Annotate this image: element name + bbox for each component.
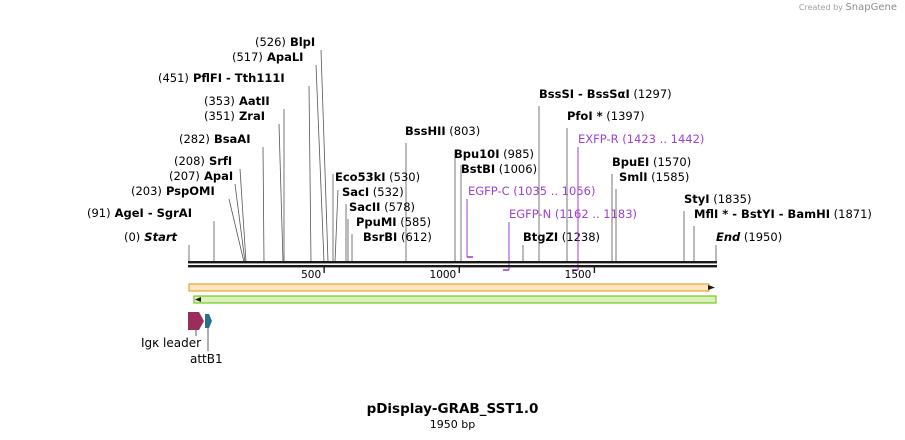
site-zrai-4: (351) ZraI xyxy=(204,109,284,263)
site-bsaai-5: (282) BsaAI xyxy=(179,132,265,263)
scale-ticks: 500 1000 1500 xyxy=(301,267,596,281)
site-label: (351) ZraI xyxy=(204,109,265,123)
backbone-bottom-strand xyxy=(188,265,717,268)
site-label: (451) PflFI - Tth111I xyxy=(158,71,285,85)
site-label: BssSI - BssSαI (1297) xyxy=(539,87,672,101)
site-label: BssHII (803) xyxy=(405,124,480,138)
site-bpu10i-17: Bpu10I (985) xyxy=(454,147,534,262)
tick-500: 500 xyxy=(301,267,325,281)
site-label: MflI * - BstYI - BamHI (1871) xyxy=(694,207,872,221)
site-leader-line xyxy=(234,183,246,263)
site-leader-line xyxy=(308,85,312,263)
site-leader-line xyxy=(239,168,247,263)
tick-1500: 1500 xyxy=(565,267,596,281)
feature-label-igk-leader: Igκ leader xyxy=(141,336,201,350)
primer-egfp-c: EGFP-C (1035 .. 1056) xyxy=(466,184,595,258)
primer-label: EXFP-R (1423 .. 1442) xyxy=(578,132,704,146)
site-label: (353) AatII xyxy=(204,94,270,108)
tick-label: 1500 xyxy=(565,269,592,281)
site-label: (207) ApaI xyxy=(169,169,233,183)
site-label: BtgZI (1238) xyxy=(523,230,600,244)
site-leader-line xyxy=(278,123,284,263)
snapgene-logo: SnapGene xyxy=(845,2,897,13)
site-label: SacII (578) xyxy=(349,200,415,214)
site-sacii-14: SacII (578) xyxy=(345,200,415,262)
site-leader-line xyxy=(320,49,329,263)
site-pspomi-8: (203) PspOMI xyxy=(131,184,245,263)
feature-label-attb1: attB1 xyxy=(190,352,223,366)
site-label: SmlI (1585) xyxy=(619,170,689,184)
primer-label: EGFP-N (1162 .. 1183) xyxy=(509,207,637,221)
tick-label: 500 xyxy=(301,269,321,281)
primer-egfp-n: EGFP-N (1162 .. 1183) xyxy=(503,207,637,271)
site-pfoi-21: PfoI * (1397) xyxy=(566,109,645,262)
site-btgzi-19: BtgZI (1238) xyxy=(522,230,600,262)
site-mfli-25: MflI * - BstYI - BamHI (1871) xyxy=(693,207,872,262)
primers: EXFP-R (1423 .. 1442) EGFP-C (1035 .. 105… xyxy=(466,132,704,271)
site-label: (526) BlpI xyxy=(255,35,315,49)
site-aatii-3: (353) AatII xyxy=(204,94,285,262)
feature-igk-leader: Igκ leader xyxy=(141,312,204,350)
tick-label: 1000 xyxy=(430,269,457,281)
site-label: BpuEI (1570) xyxy=(612,155,691,169)
backbone xyxy=(188,261,717,268)
site-leader-line xyxy=(262,146,265,263)
site-bpuei-22: BpuEI (1570) xyxy=(611,155,691,262)
site-start-10: (0) Start xyxy=(124,230,190,262)
site-eco53ki-12: Eco53kI (530) xyxy=(332,170,420,262)
site-srfi-6: (208) SrfI xyxy=(174,154,247,263)
restriction-sites: (526) BlpI(517) ApaLI (451) PflFI - Tth11… xyxy=(87,35,872,263)
site-label: (0) Start xyxy=(124,230,178,244)
site-blpi-0: (526) BlpI xyxy=(255,35,329,263)
primer-label: EGFP-C (1035 .. 1056) xyxy=(468,184,595,198)
site-label: (91) AgeI - SgrAI xyxy=(87,206,192,220)
site-label: (208) SrfI xyxy=(174,154,232,168)
watermark-created-by: Created by xyxy=(798,3,843,12)
site-smli-23: SmlI (1585) xyxy=(615,170,689,262)
green-feature-arrow xyxy=(193,295,717,304)
site-label: (282) BsaAI xyxy=(179,132,251,146)
site-bsssi-20: BssSI - BssSαI (1297) xyxy=(538,87,672,262)
site-pflfi-2: (451) PflFI - Tth111I xyxy=(158,71,312,263)
backbone-top-strand xyxy=(188,261,717,264)
site-label: StyI (1835) xyxy=(684,192,751,206)
site-bstbi-18: BstBI (1006) xyxy=(460,162,537,262)
watermark: Created by SnapGene xyxy=(799,2,897,13)
site-leader-line xyxy=(315,64,325,263)
site-styi-24: StyI (1835) xyxy=(683,192,751,262)
site-end-26: End (1950) xyxy=(715,230,782,262)
site-label: Bpu10I (985) xyxy=(454,147,534,161)
site-agei-9: (91) AgeI - SgrAI xyxy=(87,206,215,262)
tick-1000: 1000 xyxy=(430,267,460,281)
site-label: (517) ApaLI xyxy=(232,50,303,64)
site-ppumi-15: PpuMI (585) xyxy=(347,215,431,262)
site-apai-7: (207) ApaI xyxy=(169,169,246,263)
site-bsshii-11: BssHII (803) xyxy=(405,124,480,262)
orange-feature-arrow xyxy=(188,283,715,292)
site-label: BsrBI (612) xyxy=(363,230,432,244)
site-label: Eco53kI (530) xyxy=(335,170,420,184)
feature-attb1: attB1 xyxy=(190,314,223,366)
site-label: BstBI (1006) xyxy=(461,162,537,176)
plasmid-title: pDisplay-GRAB_SST1.0 xyxy=(366,401,539,417)
site-apali-1: (517) ApaLI xyxy=(232,50,325,263)
site-label: PpuMI (585) xyxy=(356,215,431,229)
plasmid-length: 1950 bp xyxy=(429,418,476,431)
site-label: SacI (532) xyxy=(342,185,404,199)
site-leader-line xyxy=(334,189,339,263)
site-label: End (1950) xyxy=(716,230,782,244)
site-saci-13: SacI (532) xyxy=(334,185,404,263)
site-leader-line xyxy=(228,198,245,263)
site-bsrbi-16: BsrBI (612) xyxy=(351,230,432,262)
primer-exfp-r: EXFP-R (1423 .. 1442) xyxy=(572,132,704,271)
site-label: (203) PspOMI xyxy=(131,184,215,198)
site-label: PfoI * (1397) xyxy=(567,109,645,123)
